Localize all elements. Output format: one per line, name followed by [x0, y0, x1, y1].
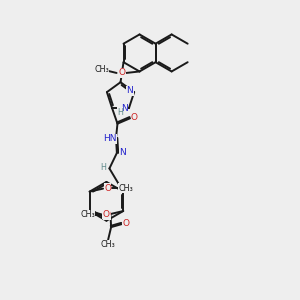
Text: N: N: [119, 148, 126, 157]
Text: H: H: [100, 164, 106, 172]
Text: CH₃: CH₃: [101, 240, 116, 249]
Text: H: H: [117, 108, 123, 117]
Text: N: N: [126, 86, 133, 95]
Text: O: O: [103, 210, 110, 219]
Text: O: O: [123, 219, 130, 228]
Text: O: O: [104, 184, 111, 193]
Text: CH₃: CH₃: [94, 65, 109, 74]
Text: HN: HN: [103, 134, 116, 143]
Text: O: O: [103, 209, 110, 218]
Text: O: O: [131, 113, 138, 122]
Text: CH₃: CH₃: [80, 210, 95, 219]
Text: CH₃: CH₃: [119, 184, 134, 193]
Text: O: O: [118, 68, 125, 77]
Text: N: N: [121, 103, 128, 112]
